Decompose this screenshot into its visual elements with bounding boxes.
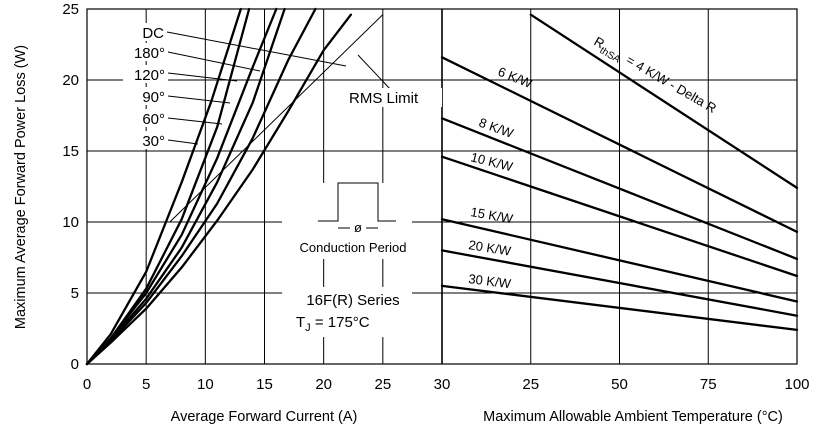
y-tick-label: 5: [71, 285, 79, 302]
device-info: 16F(R) Series TJ = 175°C: [282, 287, 412, 337]
right-x-tick-label: 75: [700, 376, 717, 393]
plot-frame: [86, 8, 798, 365]
tj-subscript: J: [305, 322, 311, 334]
right-x-axis-title: Maximum Allowable Ambient Temperature (°…: [483, 409, 783, 425]
right-x-tick-label: 25: [522, 376, 539, 393]
leader-90: [167, 95, 231, 104]
left-x-tick-label: 5: [142, 376, 150, 393]
left-curves: [85, 7, 384, 366]
series-name: 16F(R) Series: [306, 292, 399, 309]
a120-label-bg: [123, 65, 168, 83]
device-info-bg: [282, 287, 412, 337]
label-10kw: 10 K/W: [469, 149, 515, 174]
thermal-line-1: [529, 13, 799, 190]
thermal-line-7: [440, 284, 799, 332]
a60-label-bg: [133, 109, 168, 127]
y-tick-label: 25: [62, 1, 79, 18]
label-120: 120°: [134, 67, 165, 84]
curve-dc: [85, 13, 353, 366]
conduction-period-label: Conduction Period: [300, 240, 407, 255]
y-tick-label: 0: [71, 356, 79, 373]
tj-value: = 175°C: [311, 314, 370, 331]
label-rthsa: RthSA = 4 K/W - Delta R: [590, 34, 720, 120]
left-x-tick-label: 25: [374, 376, 391, 393]
conduction-waveform: [318, 182, 396, 222]
label-rms-limit: RMS Limit: [349, 90, 419, 107]
y-tick-label: 10: [62, 214, 79, 231]
tj-prefix: T: [296, 314, 305, 331]
label-90: 90°: [142, 89, 165, 106]
label-15kw: 15 K/W: [469, 204, 514, 226]
rms-label-bg: [346, 88, 442, 107]
label-30: 30°: [142, 133, 165, 150]
leader-60: [167, 117, 223, 125]
a180-label-bg: [123, 43, 168, 61]
curve-30deg: [85, 7, 242, 366]
rth-subscript: thSA: [598, 45, 623, 66]
y-tick-label: 15: [62, 143, 79, 160]
thermal-line-4: [440, 155, 799, 278]
a90-label-bg: [133, 87, 168, 105]
left-x-tick-label: 15: [256, 376, 273, 393]
leader-120: [167, 72, 238, 82]
y-axis-title: Maximum Average Forward Power Loss (W): [13, 45, 29, 329]
right-x-tick-label: 100: [784, 376, 809, 393]
curve-180deg: [85, 7, 317, 366]
label-180: 180°: [134, 45, 165, 62]
curve-60deg: [85, 7, 251, 366]
left-x-tick-label: 0: [83, 376, 91, 393]
label-20kw: 20 K/W: [468, 237, 513, 259]
thermal-line-2: [440, 56, 799, 234]
left-x-axis-title: Average Forward Current (A): [171, 409, 358, 425]
conduction-period-inset: ø Conduction Period: [282, 182, 412, 259]
thermal-line-3: [440, 117, 799, 261]
label-30kw: 30 K/W: [468, 271, 513, 291]
label-60: 60°: [142, 111, 165, 128]
phi-label: ø: [354, 220, 362, 235]
tick-labels: 0 5 10 15 20 25 0 5 10 15 20 25 30 25 50 75 100: [62, 1, 809, 393]
leader-180: [167, 51, 261, 72]
thermal-resistance-labels: RthSA = 4 K/W - Delta R 6 K/W 8 K/W 10 K/…: [468, 34, 719, 292]
a30-label-bg: [133, 131, 168, 149]
left-x-tick-label: 20: [315, 376, 332, 393]
right-x-tick-label: 50: [611, 376, 628, 393]
label-8kw: 8 K/W: [477, 115, 516, 141]
curve-90deg: [85, 7, 278, 366]
y-tick-label: 20: [62, 72, 79, 89]
angle-labels: DC 180° 120° 90° 60° 30° RMS Limit: [123, 23, 442, 150]
leader-rms: [357, 54, 392, 91]
leader-dc: [166, 31, 347, 67]
thermal-line-5: [440, 218, 799, 303]
dc-label-bg: [136, 23, 166, 41]
label-dc: DC: [142, 25, 164, 42]
thermal-line-6: [440, 249, 799, 317]
leader-30: [167, 139, 199, 145]
junction-temp: TJ = 175°C: [296, 314, 370, 334]
right-curves: [440, 13, 799, 332]
left-x-tick-label: 10: [197, 376, 214, 393]
left-x-tick-label: 30: [434, 376, 451, 393]
rms-limit-line: [169, 14, 384, 223]
